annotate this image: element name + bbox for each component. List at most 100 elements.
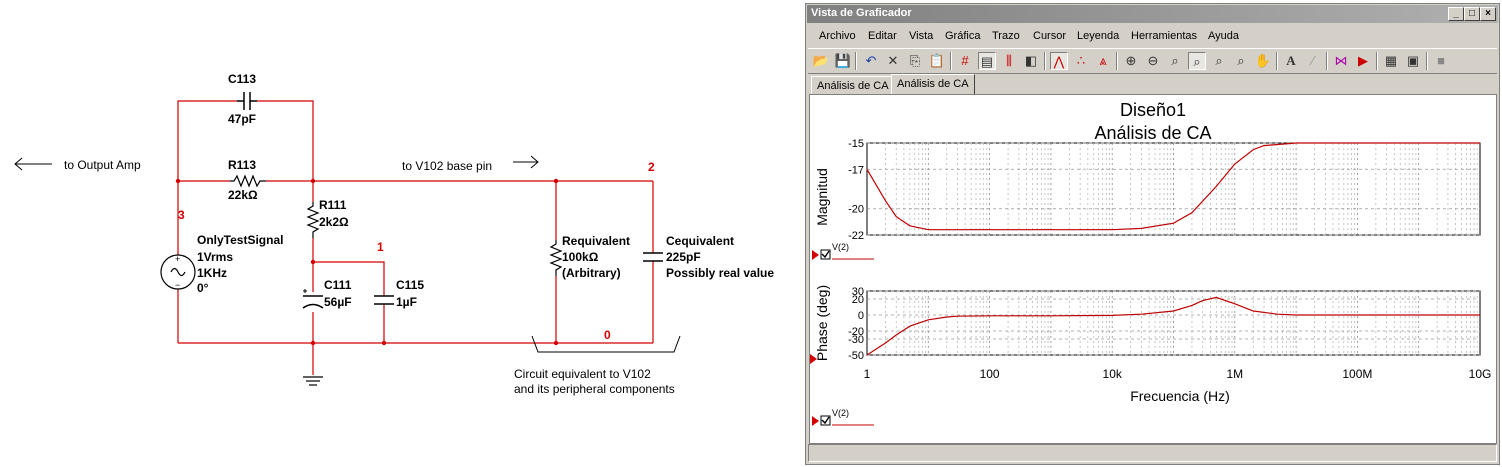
source-frequency: 1KHz <box>197 266 227 280</box>
zoom-in-icon[interactable]: ⊕ <box>1125 53 1137 68</box>
markers-icon[interactable]: ∴ <box>1076 53 1086 68</box>
right-arrow-icon <box>513 155 539 169</box>
phase-y-tick-label: 30 <box>852 286 864 298</box>
circuit-note-line2: and its peripheral components <box>514 382 675 396</box>
c111-name: C111 <box>324 278 352 292</box>
node-3-label: 3 <box>178 208 185 222</box>
requiv-name: Requivalent <box>562 234 630 248</box>
markers-lines-icon[interactable]: ⩓ <box>1099 53 1107 68</box>
grid-icon[interactable]: # <box>961 53 969 68</box>
c115-name: C115 <box>396 278 424 292</box>
ac-analysis-chart: Diseño1 Análisis de CA Magnitud Phase (d… <box>810 100 1492 426</box>
magnitude-y-tick-label: -20 <box>848 204 864 216</box>
wires <box>177 100 654 375</box>
minimize-button[interactable]: _ <box>1448 7 1464 21</box>
maximize-button[interactable]: □ <box>1464 7 1480 21</box>
node-2-label: 2 <box>648 160 655 174</box>
phase-trace-marker-icon <box>810 354 817 364</box>
window-title: Vista de Graficador <box>811 7 912 19</box>
title-bar[interactable]: Vista de Graficador _ □ × <box>807 5 1498 23</box>
magnitude-y-ticks: -15 -17 -20 -22 <box>848 138 864 242</box>
magnitude-grid <box>866 142 1481 236</box>
circuit-schematic: + − to Output Amp to V102 base pin Circu… <box>14 72 774 396</box>
x-tick-label: 10G <box>1469 367 1492 381</box>
menu-ayuda[interactable]: Ayuda <box>1208 30 1239 42</box>
trace-line-icon[interactable]: ⋀ <box>1050 52 1068 70</box>
cursors-icon[interactable]: ⫼ <box>1006 53 1012 68</box>
phase-y-tick-label: 20 <box>852 294 864 306</box>
open-icon[interactable]: 📂 <box>812 53 830 68</box>
c113-name: C113 <box>228 72 256 86</box>
trace-props-icon[interactable]: ⋈ <box>1334 53 1348 68</box>
r111-value: 2k2Ω <box>319 215 349 229</box>
undo-icon[interactable]: ↶ <box>865 53 877 68</box>
tab-analisis-ca-2[interactable]: Análisis de CA <box>891 74 975 95</box>
magnitude-y-tick-label: -17 <box>848 164 864 176</box>
node-1-label: 1 <box>377 240 384 254</box>
menu-trazo[interactable]: Trazo <box>992 30 1020 42</box>
x-tick-label: 1 <box>864 367 871 381</box>
chart-title-1: Diseño1 <box>1120 100 1186 120</box>
phase-grid <box>866 290 1481 356</box>
r111-name: R111 <box>319 198 347 212</box>
menu-editar[interactable]: Editar <box>868 30 897 42</box>
magnitude-legend[interactable]: V(2) <box>812 242 874 260</box>
x-tick-label: 100M <box>1342 367 1372 381</box>
overlay-icon[interactable]: ◧ <box>1024 53 1038 68</box>
menu-grafica[interactable]: Gráfica <box>945 30 981 42</box>
grapher-window: Vista de Graficador _ □ × Archivo Editar… <box>805 3 1500 465</box>
magnitude-ylabel: Magnitud <box>814 168 830 226</box>
plot-area: Diseño1 Análisis de CA Magnitud Phase (d… <box>809 94 1497 444</box>
text-icon[interactable]: A <box>1286 53 1296 68</box>
menu-cursor[interactable]: Cursor <box>1033 30 1067 42</box>
phase-y-tick-label: 0 <box>858 310 864 322</box>
capacitor-cequiv-symbol <box>643 252 663 262</box>
resistor-r111-symbol <box>306 202 320 238</box>
pan-icon[interactable]: ✋ <box>1254 53 1272 68</box>
stop-icon[interactable]: ■ <box>1437 53 1445 68</box>
menu-herramientas[interactable]: Herramientas <box>1131 30 1198 42</box>
reverse-icon[interactable]: ▶ <box>1358 53 1368 68</box>
tab-analisis-ca-1[interactable]: Análisis de CA <box>811 76 895 94</box>
export-icon[interactable]: ⁄ <box>1311 53 1315 68</box>
zoom-out-icon[interactable]: ⊖ <box>1147 53 1159 68</box>
phase-legend[interactable]: V(2) <box>812 408 874 426</box>
menu-vista[interactable]: Vista <box>909 30 934 42</box>
zoom-area-icon[interactable]: ⌕ <box>1237 53 1245 68</box>
copy-icon[interactable]: ⎘ <box>909 53 921 68</box>
close-button[interactable]: × <box>1480 7 1496 21</box>
source-amplitude: 1Vrms <box>197 250 233 264</box>
zoom-y-icon[interactable]: ⌕ <box>1215 53 1223 68</box>
source-phase: 0° <box>197 281 209 295</box>
menu-leyenda[interactable]: Leyenda <box>1077 30 1120 42</box>
toolbar: 📂 💾 ↶ ✕ ⎘ 📋 # ▤ ⫼ ◧ ⋀ ∴ ⩓ ⊕ ⊖ ⌕ ⌕ ⌕ ⌕ ✋ … <box>808 48 1497 74</box>
capacitor-c113-symbol <box>237 92 257 110</box>
x-ticks: 1 100 10k 1M 100M 10G <box>864 367 1492 381</box>
zoom-fit-icon[interactable]: ⌕ <box>1171 53 1179 68</box>
print-icon[interactable]: ▣ <box>1406 53 1420 68</box>
zoom-x-icon[interactable]: ⌕ <box>1188 52 1206 70</box>
phase-legend-label: V(2) <box>832 408 849 418</box>
circuit-note-line1: Circuit equivalent to V102 <box>514 367 651 381</box>
r113-name: R113 <box>228 158 256 172</box>
capacitor-c115-symbol <box>374 295 394 305</box>
save-icon[interactable]: 💾 <box>834 53 852 68</box>
menu-bar: Archivo Editar Vista Gráfica Trazo Curso… <box>807 26 1498 46</box>
chart-title-2: Análisis de CA <box>1094 123 1211 143</box>
legend-icon[interactable]: ▤ <box>978 52 996 70</box>
resistor-requiv-symbol <box>549 240 563 276</box>
print-preview-icon[interactable]: ▦ <box>1384 53 1398 68</box>
cut-icon[interactable]: ✕ <box>887 53 899 68</box>
paste-icon[interactable]: 📋 <box>928 53 946 68</box>
c113-value: 47pF <box>228 112 256 126</box>
ac-source-symbol: + − <box>160 254 196 290</box>
node-0-label: 0 <box>604 328 611 342</box>
magnitude-legend-label: V(2) <box>832 242 849 252</box>
cequiv-value: 225pF <box>666 250 701 264</box>
menu-archivo[interactable]: Archivo <box>819 30 856 42</box>
to-output-amp-label: to Output Amp <box>64 158 141 172</box>
cequiv-note: Possibly real value <box>666 266 774 280</box>
phase-series-line <box>866 296 1480 356</box>
c115-value: 1µF <box>396 295 417 309</box>
